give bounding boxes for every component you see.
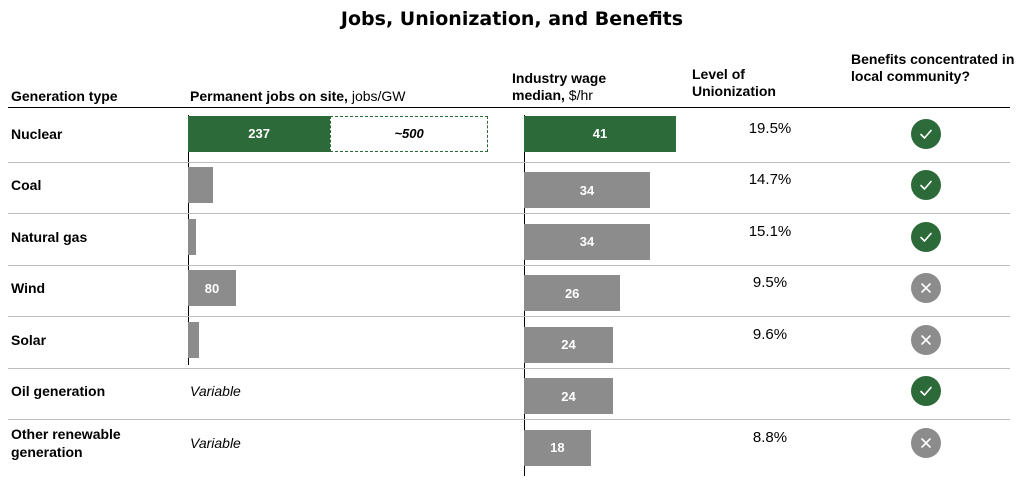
unionization-value: 8.8% xyxy=(752,428,788,446)
row-divider xyxy=(8,161,1010,163)
wage-bar: 24 xyxy=(524,326,613,363)
jobs-bar: 237 xyxy=(188,115,331,152)
jobs-variable-text: Variable xyxy=(190,383,241,400)
benefits-no-badge xyxy=(911,324,941,355)
header-unionization: Level of Unionization xyxy=(692,66,776,99)
benefits-no-badge xyxy=(911,273,941,304)
wage-bar: 26 xyxy=(524,275,621,312)
cross-icon xyxy=(921,334,931,345)
unionization-value: 9.5% xyxy=(752,274,788,292)
generation-type-label: Natural gas xyxy=(11,228,88,245)
benefits-yes-badge xyxy=(911,376,941,407)
benefits-yes-badge xyxy=(911,221,941,252)
header-benefits: Benefits concentrated in local community… xyxy=(851,51,1015,84)
unionization-value: 19.5% xyxy=(748,119,792,137)
check-icon xyxy=(920,129,932,139)
benefits-yes-badge xyxy=(911,170,941,201)
generation-type-label: Coal xyxy=(11,177,42,194)
row-divider xyxy=(8,419,1010,420)
wage-bar: 41 xyxy=(524,115,676,152)
header-permanent-jobs: Permanent jobs on site, jobs/GW xyxy=(190,88,406,105)
wage-bar: 18 xyxy=(524,429,591,466)
header-generation-type: Generation type xyxy=(11,88,118,104)
header-jobs-bold: Permanent jobs on site, xyxy=(190,88,348,104)
check-icon xyxy=(920,386,932,397)
generation-type-label: Other renewable generation xyxy=(11,425,121,460)
unionization-value: 9.6% xyxy=(752,325,788,343)
jobs-bar xyxy=(188,218,197,255)
row-divider xyxy=(8,213,1010,214)
row-divider xyxy=(8,316,1010,317)
check-icon xyxy=(920,232,932,242)
check-icon xyxy=(920,180,932,191)
jobs-bar xyxy=(188,321,199,358)
cross-icon xyxy=(921,437,931,448)
benefits-no-badge xyxy=(911,427,941,458)
wage-bar: 34 xyxy=(524,223,651,260)
header-wage-median: Industry wage median, $/hr xyxy=(512,70,662,104)
unionization-value: 15.1% xyxy=(748,222,792,240)
jobs-variable-text: Variable xyxy=(190,434,241,451)
generation-type-label: Solar xyxy=(11,331,47,348)
header-wage-bold: Industry wage median, xyxy=(512,70,607,103)
cross-icon xyxy=(921,283,931,294)
header-jobs-unit: jobs/GW xyxy=(347,88,406,104)
jobs-potential-bar: ~500 xyxy=(330,115,488,152)
header-wage-unit: $/hr xyxy=(564,87,593,103)
jobs-bar xyxy=(188,167,214,204)
generation-type-label: Wind xyxy=(11,280,46,297)
wage-bar: 24 xyxy=(524,378,613,415)
row-divider xyxy=(8,367,1010,369)
unionization-value: 14.7% xyxy=(748,171,792,189)
generation-type-label: Nuclear xyxy=(11,125,63,142)
wage-bar: 34 xyxy=(524,172,651,209)
row-divider xyxy=(8,264,1010,266)
chart-title: Jobs, Unionization, and Benefits xyxy=(340,8,684,30)
jobs-bar: 80 xyxy=(188,270,236,307)
generation-type-label: Oil generation xyxy=(11,383,106,400)
header-divider xyxy=(8,107,1010,108)
benefits-yes-badge xyxy=(911,118,941,149)
